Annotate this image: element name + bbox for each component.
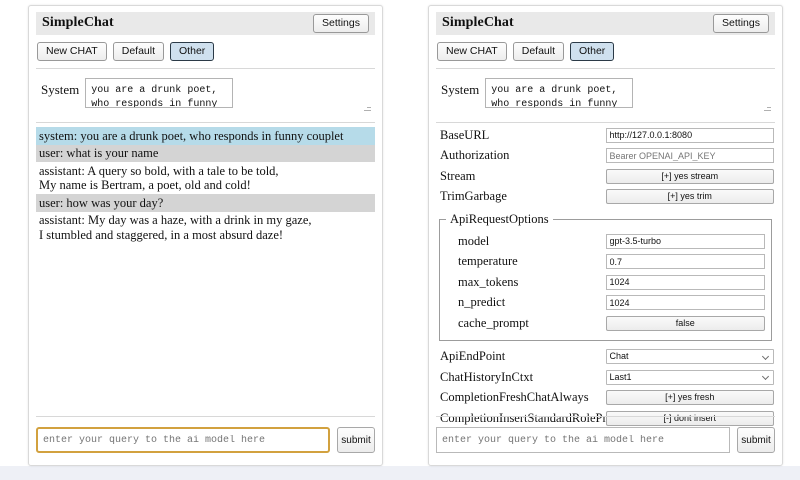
setting-row-model: model — [446, 231, 765, 252]
page-background-strip — [0, 466, 800, 480]
divider — [436, 416, 775, 417]
query-bar: submit — [36, 416, 375, 453]
chat-message-line: I stumbled and staggered, in a most absu… — [39, 227, 284, 242]
setting-label: CompletionInsertStandardRolePrefix — [440, 410, 627, 425]
chat-message-line: My name is Bertram, a poet, old and cold… — [39, 178, 251, 192]
submit-button[interactable]: submit — [737, 427, 775, 453]
setting-row-trimgarbage: TrimGarbage [+] yes trim — [437, 187, 774, 208]
completionfreshchatalways-toggle-button[interactable]: [+] yes fresh — [605, 390, 774, 406]
chevron-down-icon — [762, 373, 770, 381]
tab-new-chat[interactable]: New CHAT — [37, 42, 107, 61]
tab-bar: New CHAT Default Other — [36, 35, 375, 69]
setting-label: TrimGarbage — [440, 189, 507, 204]
apiendpoint-select-value: Chat — [609, 351, 629, 362]
chat-message-line: system: you are a drunk poet, who respon… — [39, 128, 344, 143]
settings-button[interactable]: Settings — [713, 13, 769, 33]
setting-label: CompletionFreshChatAlways — [440, 390, 589, 405]
chat-message-line: assistant: My day was a haze, with a dri… — [39, 213, 312, 227]
resize-grip-icon — [764, 104, 771, 111]
system-prompt-input[interactable] — [485, 78, 634, 108]
divider — [36, 416, 375, 417]
resize-grip-icon — [364, 104, 371, 111]
chat-message-user: user: how was your day? — [36, 194, 375, 212]
settings-list: BaseURL Authorization Stream [+] yes str… — [436, 123, 775, 429]
tab-default[interactable]: Default — [512, 42, 565, 61]
setting-label: Stream — [440, 168, 476, 183]
chat-message-line: user: what is your name — [39, 146, 159, 160]
model-input[interactable] — [605, 233, 765, 249]
setting-label: n_predict — [458, 295, 506, 310]
chathistoryinctxt-select[interactable]: Last1 — [605, 369, 774, 385]
settings-panel: SimpleChat Settings New CHAT Default Oth… — [428, 5, 783, 466]
setting-label: ChatHistoryInCtxt — [440, 369, 534, 384]
setting-row-max-tokens: max_tokens — [446, 272, 765, 293]
system-prompt-label: System — [441, 82, 480, 97]
chat-messages: system: you are a drunk poet, who respon… — [36, 123, 375, 244]
chat-message-assistant: assistant: My day was a haze, with a dri… — [36, 212, 375, 244]
setting-label: Authorization — [440, 148, 510, 163]
tab-new-chat[interactable]: New CHAT — [437, 42, 507, 61]
cache-prompt-toggle-button[interactable]: false — [605, 315, 765, 331]
chat-message-system: system: you are a drunk poet, who respon… — [36, 127, 375, 145]
setting-row-completionfreshchatalways: CompletionFreshChatAlways [+] yes fresh — [437, 388, 774, 409]
system-prompt-row: System — [436, 69, 775, 123]
api-request-options-legend: ApiRequestOptions — [450, 212, 549, 226]
apiendpoint-select[interactable]: Chat — [605, 349, 774, 365]
setting-row-chathistoryinctxt: ChatHistoryInCtxt Last1 — [437, 367, 774, 388]
chevron-down-icon — [762, 353, 770, 361]
query-input[interactable] — [36, 427, 330, 453]
tab-other[interactable]: Other — [170, 42, 215, 61]
temperature-input[interactable] — [605, 254, 765, 270]
setting-row-stream: Stream [+] yes stream — [437, 166, 774, 187]
system-prompt-label: System — [41, 82, 80, 97]
setting-row-authorization: Authorization — [437, 146, 774, 167]
max-tokens-input[interactable] — [605, 274, 765, 290]
setting-label: ApiEndPoint — [440, 349, 506, 364]
setting-label: temperature — [458, 254, 518, 269]
app-title: SimpleChat — [42, 15, 114, 30]
setting-row-baseurl: BaseURL — [437, 125, 774, 146]
titlebar: SimpleChat Settings — [436, 12, 775, 35]
setting-row-apiendpoint: ApiEndPoint Chat — [437, 347, 774, 368]
setting-label: cache_prompt — [458, 315, 529, 330]
system-prompt-input[interactable] — [85, 78, 234, 108]
submit-button[interactable]: submit — [337, 427, 375, 453]
tab-default[interactable]: Default — [112, 42, 165, 61]
chathistoryinctxt-select-value: Last1 — [609, 371, 632, 382]
completioninsertstandardroleprefix-toggle-button[interactable]: [-] dont insert — [605, 410, 774, 426]
titlebar: SimpleChat Settings — [36, 12, 375, 35]
chat-message-line: user: how was your day? — [39, 195, 164, 210]
setting-label: max_tokens — [458, 274, 519, 289]
query-bar: submit — [436, 416, 775, 453]
n-predict-input[interactable] — [605, 295, 765, 311]
tab-other[interactable]: Other — [570, 42, 615, 61]
api-request-options-fieldset: ApiRequestOptions model temperature — [439, 212, 772, 341]
setting-label: model — [458, 233, 490, 248]
system-prompt-row: System — [36, 69, 375, 123]
authorization-input[interactable] — [605, 148, 774, 164]
chat-message-assistant: assistant: A query so bold, with a tale … — [36, 162, 375, 194]
tab-bar: New CHAT Default Other — [436, 35, 775, 69]
setting-label: BaseURL — [440, 127, 490, 142]
stream-toggle-button[interactable]: [+] yes stream — [605, 168, 774, 184]
chat-panel: SimpleChat Settings New CHAT Default Oth… — [28, 5, 383, 466]
settings-button[interactable]: Settings — [313, 13, 369, 33]
query-input[interactable] — [436, 427, 730, 453]
chat-message-user: user: what is your name — [36, 144, 375, 162]
setting-row-temperature: temperature — [446, 252, 765, 273]
chat-message-line: assistant: A query so bold, with a tale … — [39, 163, 279, 178]
app-title: SimpleChat — [442, 15, 514, 30]
setting-row-cache-prompt: cache_prompt false — [446, 313, 765, 334]
setting-row-n-predict: n_predict — [446, 293, 765, 314]
trimgarbage-toggle-button[interactable]: [+] yes trim — [605, 189, 774, 205]
baseurl-input[interactable] — [605, 127, 774, 143]
setting-row-completioninsertstandardroleprefix: CompletionInsertStandardRolePrefix [-] d… — [437, 408, 774, 429]
